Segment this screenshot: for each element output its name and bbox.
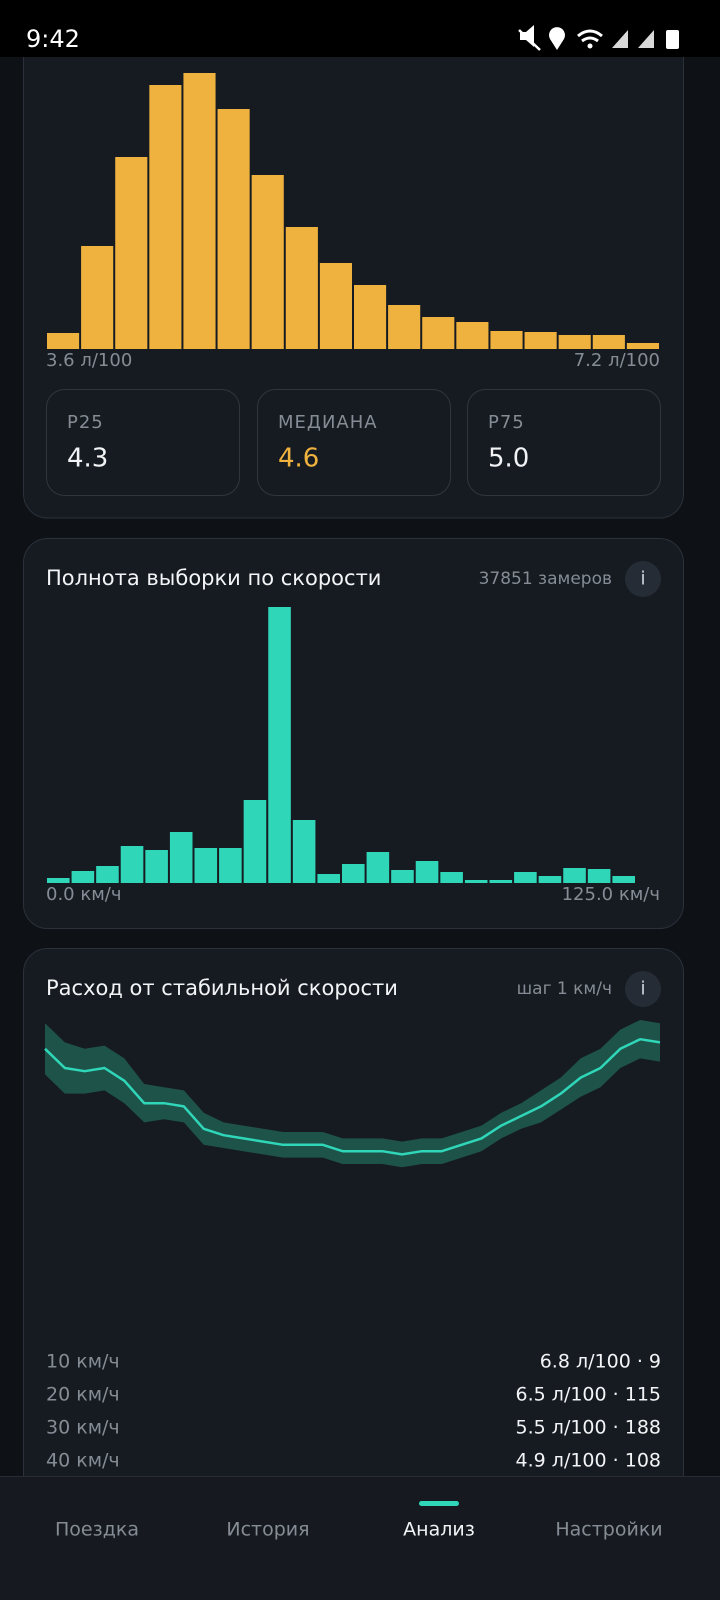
nav-item[interactable]: История <box>226 1519 309 1541</box>
bar <box>538 876 562 883</box>
wifi-icon <box>577 29 603 43</box>
card-title: Расход от стабильной скорости <box>46 976 398 1000</box>
bar <box>490 331 523 349</box>
wifi-dot <box>587 43 593 49</box>
mute-slash <box>518 29 541 51</box>
bar <box>391 870 414 883</box>
axis-start-label: 0.0 км/ч <box>46 884 122 905</box>
bar <box>524 332 557 349</box>
bar <box>342 864 365 883</box>
stat-box <box>257 389 451 496</box>
signal-icon <box>612 30 628 48</box>
bar <box>612 876 635 883</box>
bar <box>587 869 611 883</box>
bottom-nav <box>0 1476 720 1600</box>
bar <box>251 175 284 349</box>
bar <box>268 607 291 883</box>
stat-label: P25 <box>67 412 104 433</box>
card-meta: 37851 замеров <box>479 569 612 589</box>
signal-icon <box>638 30 654 48</box>
row-value: 4.9 л/100 · 108 <box>516 1450 661 1472</box>
bar <box>592 335 625 349</box>
info-button-label[interactable]: i <box>640 568 645 590</box>
status-bar <box>0 0 720 57</box>
stat-label: P75 <box>488 412 525 433</box>
nav-indicator <box>419 1501 459 1506</box>
card <box>23 538 684 929</box>
card <box>23 948 684 1529</box>
stat-value: 4.3 <box>67 444 108 474</box>
info-button[interactable] <box>625 971 661 1007</box>
bar <box>317 874 340 883</box>
bar <box>194 848 218 883</box>
row-speed: 30 км/ч <box>46 1417 120 1439</box>
bar <box>563 868 586 883</box>
bar <box>285 227 318 349</box>
battery-icon <box>666 30 679 49</box>
bar <box>219 848 242 883</box>
stat-box <box>467 389 661 496</box>
bar <box>514 872 537 883</box>
content: 3.6 л/100 7.2 л/100 P25 4.3 МЕДИАНА 4.6 P75 5.0… <box>44 73 661 1472</box>
nav-item[interactable]: Настройки <box>555 1519 662 1541</box>
line <box>44 1037 661 1156</box>
bar <box>456 322 489 349</box>
bar <box>558 335 591 349</box>
bar <box>440 872 463 883</box>
bar <box>489 880 513 883</box>
row-speed: 20 км/ч <box>46 1384 120 1406</box>
bar <box>464 880 488 883</box>
nav-item[interactable]: Поездка <box>55 1519 139 1541</box>
bar <box>81 246 114 349</box>
row-speed: 10 км/ч <box>46 1351 120 1373</box>
confidence-band <box>45 1020 660 1168</box>
stat-value: 5.0 <box>488 444 529 474</box>
bar <box>422 317 455 349</box>
axis-start-label: 3.6 л/100 <box>46 350 132 371</box>
nav-item[interactable]: Анализ <box>403 1519 475 1541</box>
axis-end-label: 7.2 л/100 <box>574 350 660 371</box>
bar <box>388 305 421 349</box>
row-speed: 40 км/ч <box>46 1450 120 1472</box>
bar <box>47 878 70 883</box>
bar <box>319 263 352 349</box>
stat-value: 4.6 <box>278 444 319 474</box>
info-button-label[interactable]: i <box>640 978 645 1000</box>
bar <box>145 850 168 883</box>
row-value: 5.5 л/100 · 188 <box>516 1417 661 1439</box>
card-meta: шаг 1 км/ч <box>517 979 612 999</box>
bar <box>96 866 119 883</box>
bar <box>292 820 316 883</box>
bar <box>47 333 80 349</box>
nav-items: Поездка История Анализ Настройки <box>55 1501 663 1541</box>
row-value: 6.5 л/100 · 115 <box>516 1384 661 1406</box>
bar <box>366 852 390 883</box>
status-icons <box>518 25 679 51</box>
axis-end-label: 125.0 км/ч <box>562 884 660 905</box>
bar <box>120 846 144 883</box>
stat-box <box>46 389 240 496</box>
bar <box>183 73 216 349</box>
bar <box>354 285 387 349</box>
bar <box>149 85 182 349</box>
bar <box>217 109 250 349</box>
status-time: 9:42 <box>26 25 80 53</box>
location-icon <box>549 27 566 50</box>
bar <box>243 800 267 883</box>
stat-label: МЕДИАНА <box>278 412 378 433</box>
bar <box>626 343 659 349</box>
bar <box>71 871 95 883</box>
card-title: Полнота выборки по скорости <box>46 566 381 590</box>
info-button[interactable] <box>625 561 661 597</box>
bar <box>115 157 148 349</box>
bar <box>169 832 193 883</box>
row-value: 6.8 л/100 · 9 <box>540 1351 661 1373</box>
bar <box>415 861 439 883</box>
